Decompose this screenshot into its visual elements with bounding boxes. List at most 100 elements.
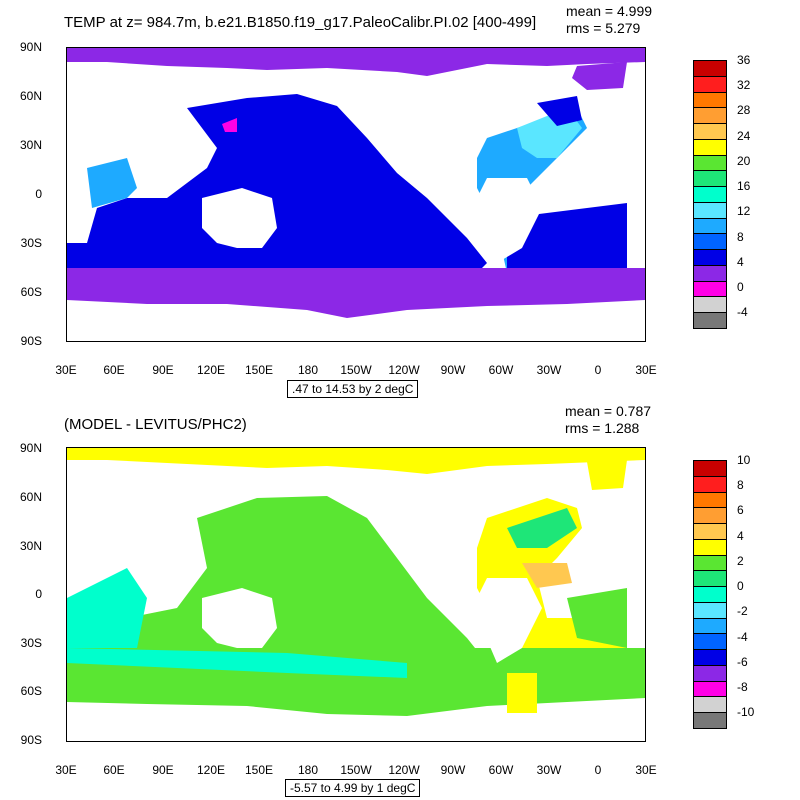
colorbar-swatch	[693, 538, 727, 556]
colorbar-swatch	[693, 170, 727, 188]
panel1-title: TEMP at z= 984.7m, b.e21.B1850.f19_g17.P…	[64, 14, 537, 31]
colorbar-swatch	[693, 123, 727, 140]
panel2-lat-label: 30S	[20, 636, 42, 650]
southern-ocean-region	[67, 268, 645, 318]
nordic-seas-region	[572, 62, 627, 90]
panel2-rms: rms = 1.288	[565, 420, 640, 436]
colorbar-swatch	[693, 186, 727, 203]
panel2-lon-label: 120W	[388, 763, 420, 777]
panel1-mean: mean = 4.999	[566, 3, 653, 19]
panel2-lat-label: 60S	[20, 684, 42, 698]
colorbar-swatch	[693, 712, 727, 729]
colorbar-swatch	[693, 154, 727, 172]
colorbar-label: 10	[737, 453, 751, 467]
panel2-title: (MODEL - LEVITUS/PHC2)	[64, 416, 247, 433]
colorbar-label: 24	[737, 128, 751, 143]
colorbar-swatch	[693, 75, 727, 93]
colorbar-swatch	[693, 570, 727, 588]
panel2-lat-label: 0	[35, 587, 42, 601]
pacific-indian-deep-region	[87, 94, 487, 273]
colorbar-label: 0	[737, 280, 744, 294]
colorbar-label: 4	[737, 254, 744, 269]
panel1-colorbar: 36 32 28 24 20 16 12 8 4 0 -4	[693, 53, 750, 329]
south-atlantic-region	[507, 203, 627, 273]
panel1-map-svg	[67, 48, 645, 318]
panel1-lat-label: 30S	[20, 236, 42, 250]
colorbar-swatch	[693, 475, 727, 493]
panel1-lon-label: 180	[297, 363, 319, 377]
panel1-lon-label: 90E	[152, 363, 174, 377]
colorbar-swatch	[693, 264, 727, 282]
panel1-lon-label: 120E	[196, 363, 226, 377]
colorbar-label: -4	[737, 629, 748, 644]
colorbar-swatch	[693, 507, 727, 525]
panel2-lon-label: 30W	[536, 763, 562, 777]
panel2-lon-label: 0	[594, 763, 602, 777]
panel2-lon-label: 150E	[244, 763, 274, 777]
colorbar-label: 8	[737, 229, 744, 244]
colorbar-label: -10	[737, 705, 755, 720]
colorbar-label: 28	[737, 103, 751, 118]
colorbar-label: 8	[737, 478, 744, 493]
colorbar-swatch	[693, 664, 727, 682]
colorbar-label: 32	[737, 78, 751, 93]
panel1-lon-label: 120W	[388, 363, 420, 377]
arabian-sea-region	[87, 158, 137, 208]
panel1-lon-label: 30E	[55, 363, 77, 377]
panel1-lon-label: 0	[594, 363, 602, 377]
colorbar-label: 36	[737, 53, 751, 67]
colorbar-swatch	[693, 201, 727, 219]
colorbar-swatch	[693, 296, 727, 314]
panel2-lat-label: 60N	[19, 490, 42, 504]
colorbar-label: 12	[737, 204, 751, 219]
panel1-map	[66, 47, 646, 342]
panel1-lon-label: 60E	[103, 363, 125, 377]
colorbar-swatch	[693, 523, 727, 540]
panel2-lon-label: 90W	[440, 763, 466, 777]
colorbar-label: 16	[737, 179, 751, 194]
panel2-lon-label: 30E	[635, 763, 657, 777]
panel1-contour-info: .47 to 14.53 by 2 degC	[287, 380, 419, 398]
colorbar-label: -4	[737, 305, 748, 320]
colorbar-swatch	[693, 586, 727, 603]
colorbar-label: 0	[737, 579, 744, 594]
panel1-lat-label: 90N	[19, 40, 42, 54]
colorbar-swatch	[693, 60, 727, 77]
australia-land	[202, 188, 277, 248]
subtropical-atlantic-orange-region	[522, 563, 572, 588]
colorbar-swatch	[693, 491, 727, 509]
southwest-indian-region	[67, 243, 97, 273]
colorbar-swatch	[693, 680, 727, 698]
panel2-lon-label: 30E	[55, 763, 77, 777]
colorbar-swatch	[693, 312, 727, 329]
colorbar-label: 6	[737, 503, 744, 518]
colorbar-label: 20	[737, 153, 751, 168]
colorbar-swatch	[693, 249, 727, 266]
arctic-ocean-region	[67, 48, 645, 76]
panel1-rms: rms = 5.279	[566, 20, 641, 36]
colorbar-swatch	[693, 280, 727, 298]
south-atlantic-anomaly-region	[567, 588, 627, 648]
panel2-lon-label: 60E	[103, 763, 125, 777]
labrador-sea-region	[537, 96, 582, 126]
panel2-mean: mean = 0.787	[565, 403, 652, 419]
nordic-anomaly-region	[587, 460, 627, 490]
panel1-lon-label: 60W	[488, 363, 514, 377]
pacific-anomaly-region	[87, 496, 487, 678]
colorbar-swatch	[693, 107, 727, 125]
panel2-lon-label: 90E	[152, 763, 174, 777]
panel2-lon-label: 150W	[340, 763, 372, 777]
colorbar-label: 2	[737, 553, 744, 568]
panel2-lon-label: 60W	[488, 763, 514, 777]
indian-anomaly-region	[67, 568, 147, 648]
colorbar-swatch	[693, 217, 727, 235]
panel1-lon-label: 30E	[635, 363, 657, 377]
panel2-map-svg	[67, 448, 645, 716]
panel2-lat-label: 90N	[19, 441, 42, 455]
panel2-lon-label: 180	[297, 763, 319, 777]
antarctic-circumpolar-cyan-region	[67, 648, 407, 678]
drake-passage-yellow-region	[507, 673, 537, 713]
panel2-contour-info: -5.57 to 4.99 by 1 degC	[285, 779, 421, 797]
colorbar-label: -6	[737, 654, 748, 669]
colorbar-swatch	[693, 633, 727, 651]
